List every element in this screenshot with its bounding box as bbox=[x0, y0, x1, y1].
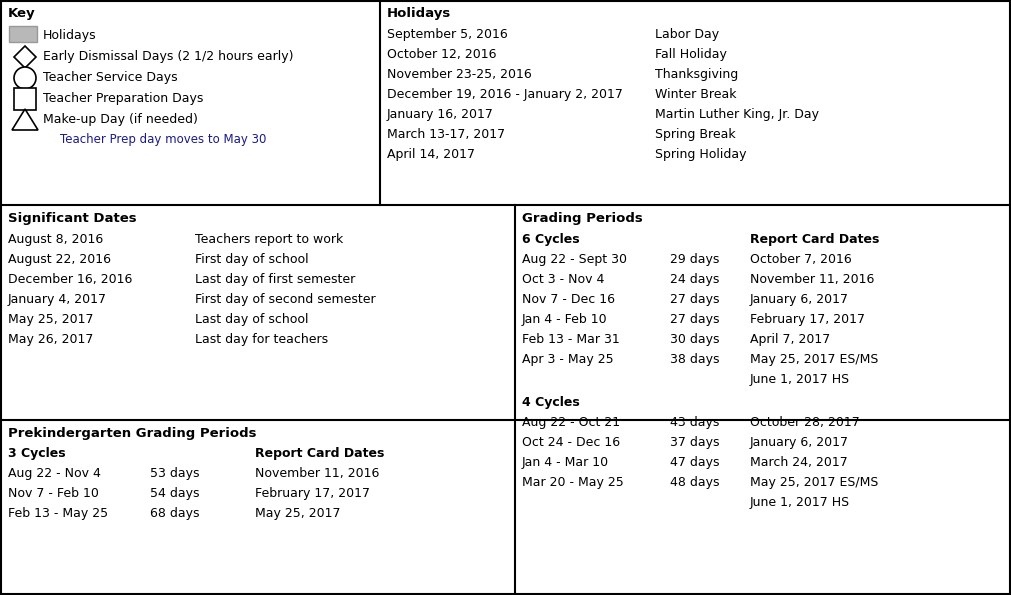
Text: Significant Dates: Significant Dates bbox=[8, 212, 136, 225]
Text: Aug 22 - Sept 30: Aug 22 - Sept 30 bbox=[522, 253, 627, 266]
Text: Jan 4 - Mar 10: Jan 4 - Mar 10 bbox=[522, 456, 609, 469]
Text: May 26, 2017: May 26, 2017 bbox=[8, 333, 93, 346]
Text: Winter Break: Winter Break bbox=[655, 88, 736, 101]
Text: Last day of school: Last day of school bbox=[195, 313, 308, 326]
Text: 53 days: 53 days bbox=[150, 467, 199, 480]
Text: October 12, 2016: October 12, 2016 bbox=[387, 48, 496, 61]
Text: 30 days: 30 days bbox=[670, 333, 720, 346]
Text: First day of second semester: First day of second semester bbox=[195, 293, 376, 306]
Text: Oct 3 - Nov 4: Oct 3 - Nov 4 bbox=[522, 273, 605, 286]
Text: Prekindergarten Grading Periods: Prekindergarten Grading Periods bbox=[8, 427, 257, 440]
Text: December 16, 2016: December 16, 2016 bbox=[8, 273, 132, 286]
Text: 3 Cycles: 3 Cycles bbox=[8, 447, 66, 460]
Text: Feb 13 - Mar 31: Feb 13 - Mar 31 bbox=[522, 333, 620, 346]
Polygon shape bbox=[14, 46, 36, 68]
Text: Spring Break: Spring Break bbox=[655, 128, 736, 141]
Text: 29 days: 29 days bbox=[670, 253, 720, 266]
Text: 38 days: 38 days bbox=[670, 353, 720, 366]
Text: May 25, 2017 ES/MS: May 25, 2017 ES/MS bbox=[750, 353, 879, 366]
Text: February 17, 2017: February 17, 2017 bbox=[750, 313, 865, 326]
Text: March 24, 2017: March 24, 2017 bbox=[750, 456, 848, 469]
Bar bbox=[9, 26, 37, 42]
Text: Feb 13 - May 25: Feb 13 - May 25 bbox=[8, 507, 108, 520]
Text: 24 days: 24 days bbox=[670, 273, 720, 286]
Polygon shape bbox=[12, 109, 38, 130]
Text: Aug 22 - Nov 4: Aug 22 - Nov 4 bbox=[8, 467, 101, 480]
Text: 37 days: 37 days bbox=[670, 436, 720, 449]
Text: Last day for teachers: Last day for teachers bbox=[195, 333, 329, 346]
Text: Mar 20 - May 25: Mar 20 - May 25 bbox=[522, 476, 624, 489]
Bar bbox=[14, 88, 36, 110]
Text: Thanksgiving: Thanksgiving bbox=[655, 68, 738, 81]
Text: Report Card Dates: Report Card Dates bbox=[255, 447, 384, 460]
Text: 27 days: 27 days bbox=[670, 313, 720, 326]
Text: January 6, 2017: January 6, 2017 bbox=[750, 436, 849, 449]
Text: September 5, 2016: September 5, 2016 bbox=[387, 28, 508, 41]
Text: May 25, 2017: May 25, 2017 bbox=[8, 313, 93, 326]
Text: Key: Key bbox=[8, 7, 35, 20]
Text: 43 days: 43 days bbox=[670, 416, 720, 429]
Text: Nov 7 - Feb 10: Nov 7 - Feb 10 bbox=[8, 487, 99, 500]
Text: January 16, 2017: January 16, 2017 bbox=[387, 108, 494, 121]
Text: Nov 7 - Dec 16: Nov 7 - Dec 16 bbox=[522, 293, 615, 306]
Text: Teacher Prep day moves to May 30: Teacher Prep day moves to May 30 bbox=[60, 133, 266, 146]
Text: 27 days: 27 days bbox=[670, 293, 720, 306]
Text: May 25, 2017 ES/MS: May 25, 2017 ES/MS bbox=[750, 476, 879, 489]
Text: 48 days: 48 days bbox=[670, 476, 720, 489]
Text: First day of school: First day of school bbox=[195, 253, 308, 266]
Text: June 1, 2017 HS: June 1, 2017 HS bbox=[750, 496, 850, 509]
Text: August 8, 2016: August 8, 2016 bbox=[8, 233, 103, 246]
Text: December 19, 2016 - January 2, 2017: December 19, 2016 - January 2, 2017 bbox=[387, 88, 623, 101]
Text: 6 Cycles: 6 Cycles bbox=[522, 233, 579, 246]
Text: April 14, 2017: April 14, 2017 bbox=[387, 148, 475, 161]
Text: Grading Periods: Grading Periods bbox=[522, 212, 643, 225]
Text: March 13-17, 2017: March 13-17, 2017 bbox=[387, 128, 506, 141]
Text: Early Dismissal Days (2 1/2 hours early): Early Dismissal Days (2 1/2 hours early) bbox=[43, 50, 293, 63]
Text: April 7, 2017: April 7, 2017 bbox=[750, 333, 830, 346]
Text: Last day of first semester: Last day of first semester bbox=[195, 273, 355, 286]
Text: Spring Holiday: Spring Holiday bbox=[655, 148, 746, 161]
Text: November 11, 2016: November 11, 2016 bbox=[255, 467, 379, 480]
Text: May 25, 2017: May 25, 2017 bbox=[255, 507, 341, 520]
Circle shape bbox=[14, 67, 36, 89]
Text: Aug 22 - Oct 21: Aug 22 - Oct 21 bbox=[522, 416, 620, 429]
Text: Martin Luther King, Jr. Day: Martin Luther King, Jr. Day bbox=[655, 108, 819, 121]
Text: Labor Day: Labor Day bbox=[655, 28, 719, 41]
Text: November 23-25, 2016: November 23-25, 2016 bbox=[387, 68, 532, 81]
Text: June 1, 2017 HS: June 1, 2017 HS bbox=[750, 373, 850, 386]
Text: 68 days: 68 days bbox=[150, 507, 199, 520]
Text: January 6, 2017: January 6, 2017 bbox=[750, 293, 849, 306]
Text: Teachers report to work: Teachers report to work bbox=[195, 233, 344, 246]
Text: February 17, 2017: February 17, 2017 bbox=[255, 487, 370, 500]
Text: August 22, 2016: August 22, 2016 bbox=[8, 253, 111, 266]
Text: 47 days: 47 days bbox=[670, 456, 720, 469]
Text: Apr 3 - May 25: Apr 3 - May 25 bbox=[522, 353, 614, 366]
Text: Holidays: Holidays bbox=[387, 7, 451, 20]
Text: Fall Holiday: Fall Holiday bbox=[655, 48, 727, 61]
Text: January 4, 2017: January 4, 2017 bbox=[8, 293, 107, 306]
Text: Teacher Service Days: Teacher Service Days bbox=[43, 71, 178, 84]
Text: Oct 24 - Dec 16: Oct 24 - Dec 16 bbox=[522, 436, 620, 449]
Text: Make-up Day (if needed): Make-up Day (if needed) bbox=[43, 113, 198, 126]
Text: 4 Cycles: 4 Cycles bbox=[522, 396, 579, 409]
Text: Report Card Dates: Report Card Dates bbox=[750, 233, 880, 246]
Text: October 28, 2017: October 28, 2017 bbox=[750, 416, 859, 429]
Text: 54 days: 54 days bbox=[150, 487, 199, 500]
Text: Holidays: Holidays bbox=[43, 29, 97, 42]
Text: October 7, 2016: October 7, 2016 bbox=[750, 253, 851, 266]
Text: Jan 4 - Feb 10: Jan 4 - Feb 10 bbox=[522, 313, 608, 326]
Text: November 11, 2016: November 11, 2016 bbox=[750, 273, 875, 286]
Text: Teacher Preparation Days: Teacher Preparation Days bbox=[43, 92, 203, 105]
